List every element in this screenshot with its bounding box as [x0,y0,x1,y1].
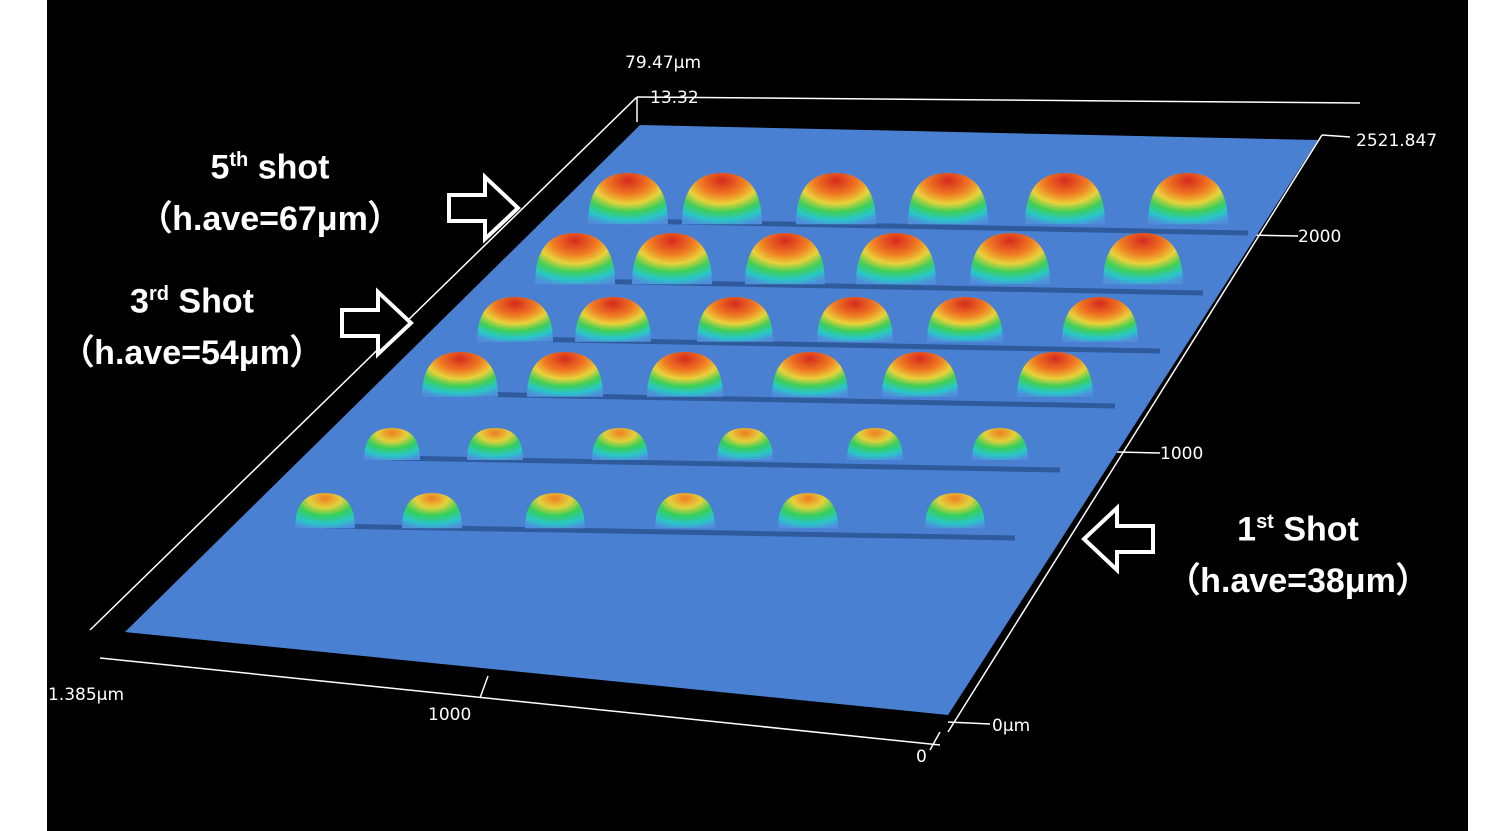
dome [527,352,603,397]
axis-label: 2000 [1298,227,1341,247]
arrow [340,287,414,359]
dome [908,173,988,225]
domes [295,173,1249,541]
dome [295,493,355,529]
dome [882,352,958,397]
dome [682,173,762,225]
dome [1148,173,1228,225]
annotation-number: 5 [210,148,230,187]
dome [925,493,985,529]
annotation-superscript: rd [148,283,169,305]
dome [525,493,585,529]
arrows [340,172,1155,575]
dome [467,428,523,460]
axis-label: 2521.847 [1356,131,1437,151]
dome [364,428,420,460]
dome [1017,352,1093,397]
axis-label: 1.385μm [48,685,124,705]
dome [856,233,936,285]
dome [745,233,825,285]
annotation-superscript: st [1256,511,1274,533]
dome [778,493,838,529]
dome [592,428,648,460]
axis-label: 1000 [428,705,471,725]
axis-frame [89,96,1361,751]
annotation: 3rd Shot （h.ave=54μm） [0,268,402,379]
dome [697,297,773,342]
axis-label: 1000 [1160,444,1203,464]
annotation-detail: （h.ave=38μm） [1166,562,1430,601]
dome [535,233,615,285]
axis-label: 79.47μm [625,53,701,73]
dome [1025,173,1105,225]
dome [655,493,715,529]
axis-label: 0μm [992,716,1030,736]
dome [1062,297,1138,342]
dome [575,297,651,342]
dome [632,233,712,285]
dome [1103,233,1183,285]
dome [647,352,723,397]
axis-label: 13.32 [650,88,699,108]
annotation-number: 1 [1237,510,1257,549]
dome [772,352,848,397]
dome [477,297,553,342]
dome [927,297,1003,342]
annotation-word: Shot [1283,510,1359,549]
annotation: 5th shot （h.ave=67μm） [60,134,480,245]
annotation-detail: （h.ave=67μm） [138,200,402,239]
dome [847,428,903,460]
annotation-superscript: th [229,149,249,171]
annotation-word: Shot [178,282,254,321]
dome [717,428,773,460]
dome [402,493,462,529]
axis-label: 0 [916,747,927,767]
annotation-word: shot [257,148,330,187]
dome [422,352,498,397]
dome [972,428,1028,460]
arrow [1081,503,1155,575]
annotation: 1st Shot （h.ave=38μm） [1088,496,1493,607]
dome [588,173,668,225]
dome [817,297,893,342]
dome [970,233,1050,285]
annotation-number: 3 [130,282,149,321]
annotation-detail: （h.ave=54μm） [60,334,324,373]
arrow [447,172,521,244]
dome [796,173,876,225]
